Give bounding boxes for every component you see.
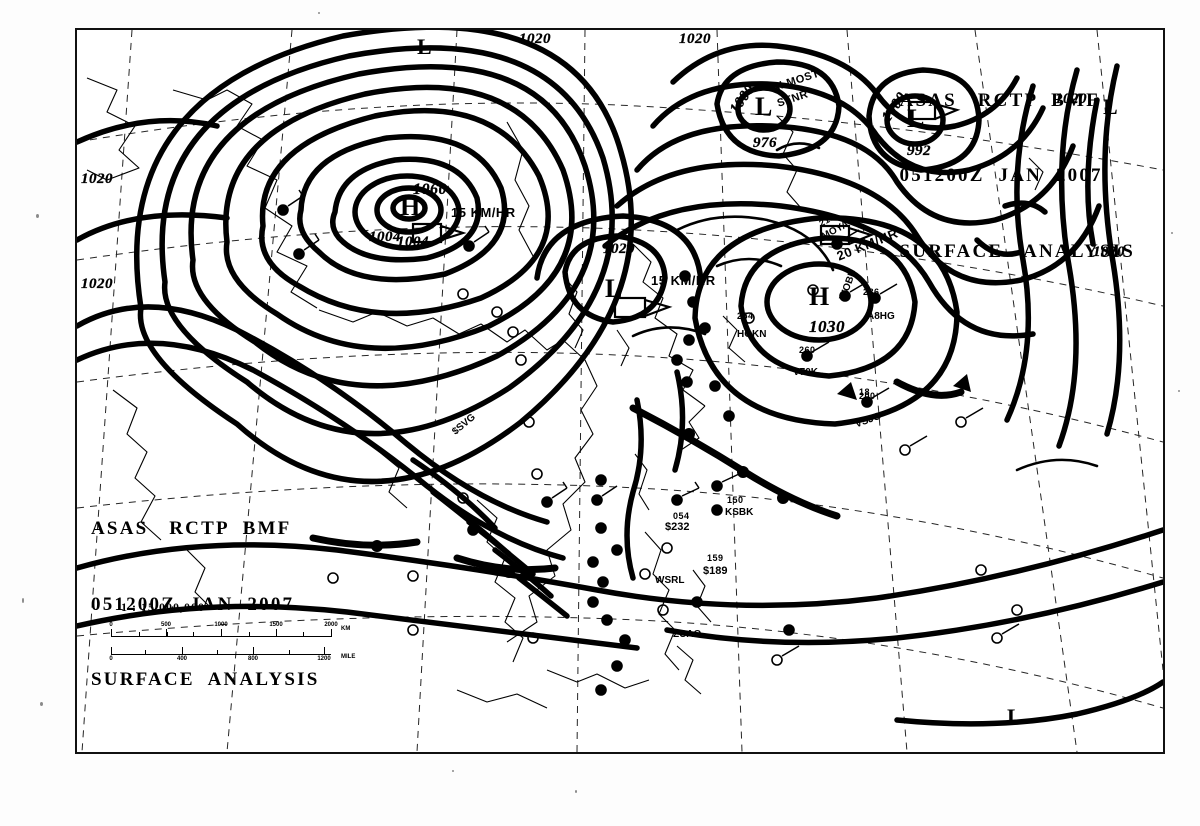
station-id-189: $189 <box>703 565 728 577</box>
isobar-label-1020-top-right: 1020 <box>679 31 711 47</box>
scale-tick-km-m3 <box>193 632 194 636</box>
station-id-zcao: ZCAO <box>673 629 702 640</box>
scale-label-km-1500: 1500 <box>269 622 283 628</box>
low-center-north-pacific-2: L <box>907 104 925 133</box>
scale-tick-mi-m3 <box>289 650 290 654</box>
scan-speckle <box>1171 232 1173 234</box>
scale-axis-mile <box>111 654 331 655</box>
low-label-right-edge: L <box>1103 94 1119 119</box>
motion-label-high-siberia: 15 KM/HR <box>451 205 516 220</box>
station-value-a8hg-press: 286 <box>863 287 880 297</box>
scale-tick-km-500 <box>166 629 167 637</box>
scale-unit-km: KM <box>341 626 351 632</box>
low-1-center-value: 976 <box>753 135 777 151</box>
isobar-label-1004: 1004 <box>369 229 401 245</box>
scale-label-mi-1200: 1200 <box>317 656 331 662</box>
scale-unit-mile: MILE <box>341 654 356 660</box>
station-value-hokn-press: 254 <box>737 311 754 321</box>
isobar-label-1060: 1060 <box>413 181 447 198</box>
scale-label-km-0: 0 <box>109 622 113 628</box>
scale-tick-km-2000 <box>331 629 332 637</box>
station-value-vsjg-press: 200 <box>859 391 876 401</box>
station-id-ksbk: KSBK <box>725 507 754 518</box>
scale-bar-km: 0 500 1000 1500 2000 KM <box>103 622 363 648</box>
isobar-contours-thin <box>631 142 1099 472</box>
scale-tick-mi-0 <box>111 647 112 655</box>
scan-speckle <box>318 12 320 14</box>
isobar-label-1020-right-lower: 1020 <box>1093 244 1125 260</box>
scale-ratio-label: 1 : 15,000,000 <box>121 600 205 614</box>
scale-label-km-500: 500 <box>160 622 172 628</box>
title-top-line2: 051200Z JAN 2007 <box>899 165 1103 187</box>
motion-label-low-japan: 15 KM/HR <box>651 273 716 288</box>
lat-lon-graticule <box>77 30 1163 752</box>
scan-speckle <box>1178 390 1180 392</box>
high-inner-1004: 1004 <box>397 234 429 250</box>
title-bottom-line1: ASAS RCTP BMF <box>91 518 292 540</box>
scale-tick-mi-1200 <box>324 647 325 655</box>
isobar-label-1020-left-lower: 1020 <box>81 276 113 292</box>
station-id-hokn: HOKN <box>737 329 767 340</box>
station-value-vsjg-temp: 18 <box>859 387 871 397</box>
scale-tick-mi-400 <box>182 647 183 655</box>
low-label-bottom-edge: L <box>1007 704 1023 729</box>
low-2-center-value: 992 <box>907 143 931 159</box>
station-id-a8hg: A8HG <box>867 311 895 322</box>
scan-speckle <box>36 214 39 218</box>
scale-tick-mi-m1 <box>145 650 146 654</box>
high-center-siberia: H <box>400 192 421 221</box>
chart-title-top: ASAS RCTP BMF 051200Z JAN 2007 SURFACE A… <box>900 38 1135 314</box>
station-value-232-press: 054 <box>673 511 690 521</box>
map-frame: 1020 1020 1020 1020 1020 1020 1004 1060 … <box>75 28 1165 754</box>
low-center-north-pacific-1: L <box>755 92 773 121</box>
low-center-japan: L <box>605 274 623 303</box>
station-value-189-press: 159 <box>707 553 724 563</box>
scan-speckle <box>575 790 577 793</box>
scale-tick-km-m1 <box>139 632 140 636</box>
isobar-label-1020-japan: 1020 <box>603 241 635 257</box>
scale-legend: 1 : 15,000,000 0 500 1000 1500 2000 KM <box>103 600 373 670</box>
scale-tick-km-0 <box>111 629 112 637</box>
high-center-pacific: H <box>809 282 830 311</box>
title-top-line3: SURFACE ANALYSIS <box>899 240 1135 262</box>
title-top-line1: ASAS RCTP BMF <box>899 90 1100 112</box>
title-bottom-line2: 051200Z JAN 2007 <box>91 593 295 615</box>
scale-tick-mi-800 <box>253 647 254 655</box>
scan-speckle <box>40 702 43 706</box>
scale-label-mi-800: 800 <box>247 656 259 662</box>
station-id-wsrl: WSRL <box>655 575 685 586</box>
scan-speckle <box>22 598 24 603</box>
chart-title-bottom: ASAS RCTP BMF 051200Z JAN 2007 SURFACE A… <box>91 466 320 742</box>
low-label-top-edge: L <box>417 34 433 59</box>
scale-tick-km-1500 <box>276 629 277 637</box>
station-value-ksbk-press: 150 <box>727 495 744 505</box>
station-id-232: $232 <box>665 521 690 533</box>
station-id-v70k: V70K <box>793 367 819 378</box>
scale-tick-km-m4 <box>249 632 250 636</box>
scale-label-mi-400: 400 <box>176 656 188 662</box>
scale-tick-mi-m2 <box>217 650 218 654</box>
isobar-label-1020-top-left: 1020 <box>519 31 551 47</box>
station-plots <box>277 189 1023 696</box>
scale-tick-km-m2 <box>167 632 168 636</box>
isobar-label-1030: 1030 <box>809 317 845 336</box>
scale-label-km-1000: 1000 <box>214 622 228 628</box>
scale-bar-mile: 0 400 800 1200 MILE <box>103 644 363 666</box>
isobar-label-1020-left-upper: 1020 <box>81 171 113 187</box>
station-value-v70k-press: 260 <box>799 345 816 355</box>
title-bottom-line3: SURFACE ANALYSIS <box>91 668 320 690</box>
surface-analysis-map <box>77 30 1163 752</box>
scale-tick-km-m5 <box>303 632 304 636</box>
isobar-label-1020-right-upper: 1020 <box>1055 91 1087 107</box>
scan-speckle <box>452 770 454 772</box>
front-pips <box>371 374 971 578</box>
scale-label-mi-0: 0 <box>109 656 113 662</box>
scale-tick-km-1000 <box>221 629 222 637</box>
scale-label-km-2000: 2000 <box>324 622 338 628</box>
